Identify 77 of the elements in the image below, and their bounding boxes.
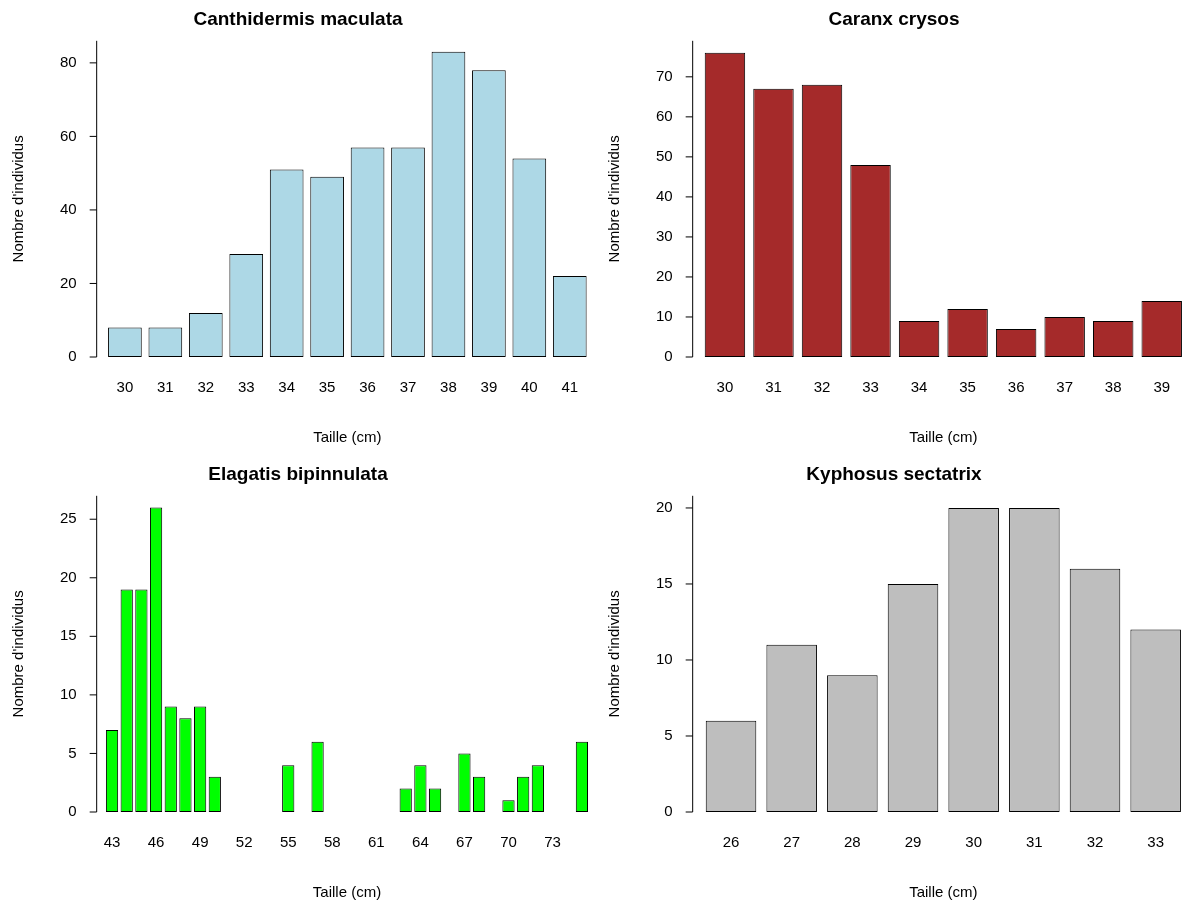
- x-axis-title: Taille (cm): [909, 428, 978, 446]
- y-tick-label: 25: [60, 509, 77, 527]
- chart-title: Elagatis bipinnulata: [208, 462, 389, 484]
- x-tick-label: 32: [197, 378, 215, 396]
- y-tick-label: 0: [68, 347, 77, 365]
- x-tick-label: 36: [1007, 378, 1025, 396]
- y-tick-label: 40: [656, 187, 673, 205]
- chart-title: Canthidermis maculata: [193, 7, 403, 29]
- y-axis-title: Nombre d'individus: [605, 135, 623, 263]
- y-tick-label: 60: [656, 106, 673, 124]
- y-tick-label: 30: [656, 227, 673, 245]
- x-tick-label: 27: [783, 833, 801, 851]
- x-tick-label: 32: [1086, 833, 1104, 851]
- x-tick-label: 31: [157, 378, 174, 396]
- x-tick-label: 43: [103, 833, 121, 851]
- y-tick-label: 20: [60, 567, 77, 585]
- x-tick-label: 73: [544, 833, 561, 851]
- x-tick-label: 52: [235, 833, 253, 851]
- y-tick-label: 80: [60, 53, 77, 70]
- y-tick-label: 10: [656, 650, 673, 668]
- x-tick-label: 33: [1147, 833, 1165, 851]
- chart-title: Caranx crysos: [828, 7, 960, 29]
- x-tick-label: 33: [237, 378, 255, 396]
- y-tick-label: 5: [68, 743, 77, 761]
- x-tick-label: 28: [844, 833, 861, 851]
- x-tick-label: 37: [1056, 378, 1074, 396]
- x-tick-label: 35: [318, 378, 336, 396]
- x-tick-label: 67: [456, 833, 473, 851]
- x-tick-label: 70: [500, 833, 517, 851]
- y-tick-label: 20: [60, 273, 77, 291]
- y-tick-label: 0: [664, 347, 673, 365]
- y-tick-label: 40: [60, 200, 77, 218]
- x-axis-title: Taille (cm): [313, 428, 382, 446]
- x-axis-title: Taille (cm): [312, 883, 382, 901]
- x-tick-label: 32: [813, 378, 831, 396]
- y-tick-label: 0: [68, 802, 77, 820]
- x-tick-label: 58: [323, 833, 341, 851]
- y-axis-title: Nombre d'individus: [9, 135, 27, 263]
- x-tick-label: 29: [904, 833, 922, 851]
- x-tick-label: 61: [367, 833, 385, 851]
- x-tick-label: 30: [116, 378, 134, 396]
- y-tick-label: 15: [656, 574, 673, 592]
- y-axis-title: Nombre d'individus: [605, 590, 623, 718]
- x-tick-label: 35: [959, 378, 976, 396]
- x-axis-title: Taille (cm): [909, 883, 978, 901]
- y-tick-label: 60: [60, 126, 77, 144]
- y-tick-label: 20: [656, 267, 673, 285]
- y-tick-label: 0: [664, 802, 673, 820]
- x-tick-label: 39: [1153, 378, 1171, 396]
- y-tick-label: 10: [60, 685, 77, 703]
- x-tick-label: 31: [765, 378, 782, 396]
- y-tick-label: 50: [656, 147, 673, 165]
- x-tick-label: 49: [191, 833, 209, 851]
- y-tick-label: 70: [656, 66, 673, 84]
- x-tick-label: 30: [965, 833, 983, 851]
- x-tick-label: 38: [1104, 378, 1122, 396]
- y-tick-label: 20: [656, 498, 673, 516]
- x-tick-label: 64: [412, 833, 429, 851]
- x-tick-label: 34: [278, 378, 296, 396]
- x-tick-label: 46: [147, 833, 165, 851]
- x-tick-label: 31: [1026, 833, 1043, 851]
- x-tick-label: 26: [722, 833, 740, 851]
- x-tick-label: 37: [399, 378, 417, 396]
- y-tick-label: 15: [60, 626, 77, 644]
- x-tick-label: 34: [910, 378, 928, 396]
- x-tick-label: 33: [862, 378, 879, 396]
- chart-title: Kyphosus sectatrix: [806, 462, 983, 484]
- x-tick-label: 40: [520, 378, 538, 396]
- x-tick-label: 55: [279, 833, 297, 851]
- y-tick-label: 5: [664, 726, 673, 744]
- x-tick-label: 36: [359, 378, 376, 396]
- x-tick-label: 30: [716, 378, 734, 396]
- x-tick-label: 39: [480, 378, 498, 396]
- y-axis-title: Nombre d'individus: [9, 590, 27, 718]
- x-tick-label: 41: [561, 378, 579, 396]
- y-tick-label: 10: [656, 307, 673, 325]
- x-tick-label: 38: [440, 378, 457, 396]
